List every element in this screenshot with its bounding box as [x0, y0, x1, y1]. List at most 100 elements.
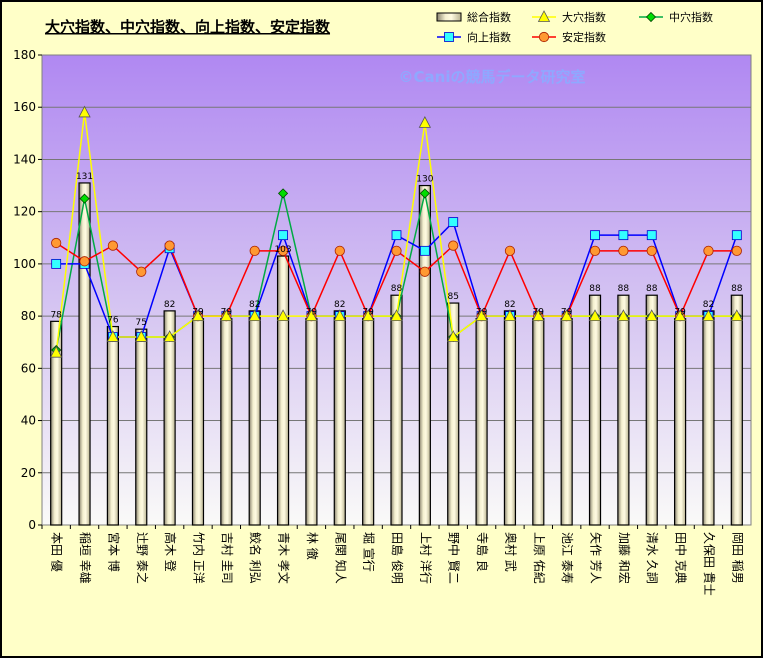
line-point: [164, 240, 175, 251]
y-tick-label: 80: [21, 309, 36, 323]
line-point: [618, 230, 629, 241]
legend-item: 向上指数: [437, 30, 511, 44]
legend-item: 大穴指数: [532, 10, 606, 24]
data-label: 79: [476, 308, 488, 318]
line-point: [703, 245, 714, 256]
line-point: [419, 266, 430, 277]
bar: [560, 318, 573, 526]
line-point: [50, 345, 63, 358]
x-tick-label: 上村 洋行: [418, 532, 433, 584]
line-point: [731, 245, 742, 256]
line-point: [390, 309, 403, 322]
line-point: [78, 105, 91, 118]
x-tick-label: 矢作 芳人: [589, 532, 603, 584]
line-point: [503, 309, 517, 322]
line-point: [730, 309, 743, 322]
x-tick-label: 田島 俊明: [390, 532, 405, 584]
data-label: 88: [618, 284, 630, 294]
line-point: [51, 258, 62, 269]
x-tick-label: 青木 孝文: [277, 532, 292, 584]
data-label: 79: [561, 308, 573, 318]
line-point: [220, 309, 233, 322]
data-label: 79: [221, 308, 233, 318]
y-tick-label: 60: [21, 361, 36, 375]
x-tick-label: 田中 克典: [674, 532, 689, 584]
bar: [248, 310, 261, 526]
bar: [418, 184, 431, 526]
gridlines: [42, 106, 751, 474]
bar: [588, 294, 602, 526]
bar: [475, 318, 488, 526]
data-label: 79: [674, 308, 686, 318]
data-label: 88: [589, 284, 601, 294]
line-point: [136, 266, 147, 277]
bar: [390, 294, 403, 526]
bar: [673, 318, 687, 526]
bars: [50, 182, 743, 526]
line-point: [731, 230, 742, 241]
line-point: [588, 309, 602, 322]
line-point: [79, 256, 90, 267]
data-label: 82: [703, 300, 714, 310]
legend-item: 総合指数: [436, 10, 511, 24]
bar: [78, 182, 91, 526]
line-point: [79, 193, 90, 204]
y-tick-label: 160: [13, 100, 36, 114]
chart-title: 大穴指数、中穴指数、向上指数、安定指数: [45, 18, 331, 36]
bar: [191, 318, 205, 526]
line-point: [163, 330, 176, 342]
bar: [276, 255, 290, 526]
legend-label: 総合指数: [467, 10, 511, 24]
line-point: [305, 309, 318, 322]
x-tick-label: 岡田 稲男: [730, 532, 744, 584]
line-point: [590, 230, 600, 241]
line-point: [702, 309, 715, 322]
data-label: 131: [76, 172, 93, 182]
lines: [50, 105, 743, 358]
data-label: 103: [274, 245, 291, 255]
line-point: [447, 330, 460, 342]
y-tick-label: 20: [21, 466, 36, 480]
line-point: [135, 330, 148, 342]
data-label: 130: [416, 175, 433, 185]
line-point: [448, 240, 459, 251]
x-tick-label: 宮本 博: [106, 532, 121, 572]
y-tick-label: 40: [21, 414, 36, 428]
x-tick-label: 清水 久詞: [645, 532, 659, 584]
x-tick-label: 本田 優: [50, 532, 64, 572]
bar: [305, 318, 318, 526]
data-label: 88: [731, 284, 743, 294]
data-label: 79: [362, 308, 374, 318]
bar: [645, 294, 658, 526]
bar: [163, 310, 176, 526]
x-tick-label: 寺島 良: [475, 532, 490, 572]
bar: [617, 294, 630, 526]
bar: [362, 318, 375, 526]
legend-label: 中穴指数: [669, 10, 713, 24]
line-point: [276, 309, 290, 322]
x-tick-label: 堀 宣行: [362, 532, 377, 572]
watermark: ©Caniの競馬データ研究室: [399, 68, 586, 86]
data-label: 79: [533, 308, 545, 318]
legend-label: 向上指数: [467, 30, 511, 44]
bar: [106, 325, 120, 526]
bar: [532, 318, 545, 526]
line-point: [51, 237, 62, 249]
x-tick-label: 林 徹: [305, 532, 320, 560]
line-point: [617, 309, 630, 322]
legend-item: 安定指数: [532, 30, 606, 44]
line-point: [334, 245, 345, 256]
bar: [447, 302, 460, 526]
x-tick-label: 尾関 知人: [333, 532, 347, 584]
data-label: 82: [164, 300, 175, 310]
legend-label: 大穴指数: [562, 10, 606, 24]
legend-marker: [645, 11, 657, 23]
line-point: [333, 309, 346, 322]
x-tick-label: 池江 泰寿: [560, 532, 574, 584]
data-label: 79: [306, 308, 318, 318]
x-axis: 本田 優稲垣 幸雄 宮本 博辻野 泰之 高木 登竹内 正洋 吉村 圭司 鮫名 利弘 青木 …: [41, 525, 744, 596]
line-point: [249, 245, 260, 256]
